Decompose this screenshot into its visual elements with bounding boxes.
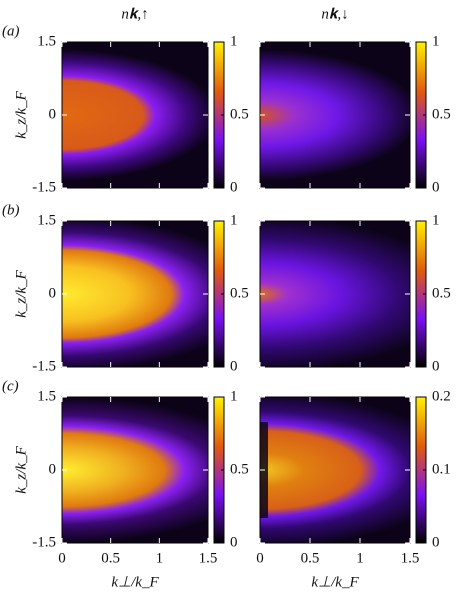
colorbar-tick-label: 0.5 (432, 106, 451, 122)
heatmap (260, 397, 410, 543)
y-tick-label: 1.5 (37, 212, 56, 228)
x-axis-label: k⊥/k_F (111, 574, 159, 590)
colorbar-tick-label: 0 (432, 179, 440, 195)
y-tick-label: 0 (49, 285, 57, 301)
heatmap (260, 42, 410, 188)
x-tick-label: 1 (156, 550, 164, 566)
colorbar-tick-label: 0.2 (432, 388, 451, 404)
x-tick-label: 1 (356, 550, 364, 566)
panel-label: (b) (2, 202, 20, 218)
x-tick-label: 0.5 (301, 550, 320, 566)
column-title: n𝐤,↑ (121, 6, 148, 22)
heatmap (62, 221, 208, 367)
heatmap (62, 42, 208, 188)
y-tick-label: 1.5 (37, 33, 56, 49)
x-axis-label: k⊥/k_F (311, 574, 359, 590)
heatmap (260, 221, 410, 367)
y-axis-label: k_z/k_F (13, 445, 29, 493)
colorbar-tick-label: 0.1 (432, 461, 451, 477)
y-axis-label: k_z/k_F (13, 269, 29, 317)
colorbar-tick-label: 1 (230, 388, 238, 404)
panel-label: (c) (2, 378, 19, 394)
colorbar-tick-label: 0.5 (230, 106, 249, 122)
x-tick-label: 0 (256, 550, 264, 566)
colorbar-tick-label: 0 (432, 534, 440, 550)
x-tick-label: 1.5 (401, 550, 420, 566)
x-tick-label: 0.5 (101, 550, 120, 566)
colorbar-tick-label: 1 (230, 33, 238, 49)
y-tick-label: -1.5 (32, 179, 56, 195)
colorbar-tick-label: 0 (230, 358, 238, 374)
colorbar-tick-label: 1 (432, 212, 440, 228)
y-tick-label: 0 (49, 461, 57, 477)
y-tick-label: -1.5 (32, 534, 56, 550)
colorbar-tick-label: 0.5 (432, 285, 451, 301)
y-tick-label: 0 (49, 106, 57, 122)
panel-label: (a) (2, 23, 20, 39)
colorbar-tick-label: 0 (230, 179, 238, 195)
colorbar-tick-label: 0 (230, 534, 238, 550)
column-title: n𝐤,↓ (321, 6, 348, 22)
colorbar-tick-label: 1 (432, 33, 440, 49)
colorbar-tick-label: 0.5 (230, 461, 249, 477)
colorbar-tick-label: 1 (230, 212, 238, 228)
y-tick-label: 1.5 (37, 388, 56, 404)
colorbar-tick-label: 0 (432, 358, 440, 374)
heatmap (62, 397, 208, 543)
y-tick-label: -1.5 (32, 358, 56, 374)
colorbar-tick-label: 0.5 (230, 285, 249, 301)
x-tick-label: 0 (58, 550, 66, 566)
x-tick-label: 1.5 (199, 550, 218, 566)
y-axis-label: k_z/k_F (13, 90, 29, 138)
